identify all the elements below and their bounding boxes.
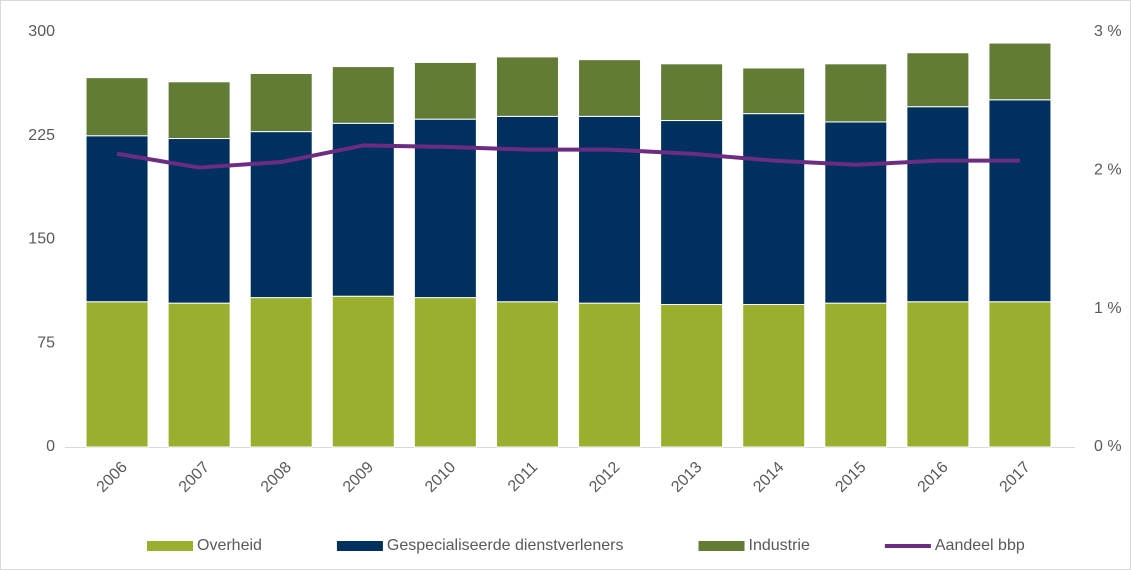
- y-tick-label: 75: [37, 334, 55, 351]
- bar: [906, 52, 970, 108]
- bar: [167, 81, 231, 140]
- bar: [988, 42, 1052, 101]
- bar: [660, 304, 724, 448]
- legend-label: Overheid: [197, 537, 262, 554]
- bar: [824, 121, 888, 304]
- legend-label: Aandeel bbp: [935, 537, 1025, 554]
- legend-label: Gespecialiseerde dienstverleners: [387, 537, 624, 554]
- y2-tick-label: 0 %: [1094, 438, 1122, 455]
- y-tick-label: 150: [28, 231, 55, 248]
- bar: [495, 301, 559, 448]
- bar: [742, 67, 806, 115]
- y2-tick-label: 3 %: [1094, 23, 1122, 40]
- bar: [495, 56, 559, 117]
- bar: [578, 59, 642, 117]
- bar: [85, 77, 149, 137]
- bar: [249, 297, 313, 448]
- bar: [906, 106, 970, 303]
- y2-tick-label: 2 %: [1094, 162, 1122, 179]
- legend-label: Industrie: [749, 537, 810, 554]
- bar: [824, 302, 888, 448]
- y-tick-label: 225: [28, 127, 55, 144]
- bar: [167, 302, 231, 448]
- bar: [331, 122, 395, 297]
- bar: [988, 99, 1052, 303]
- legend-swatch: [698, 541, 745, 551]
- bar: [578, 302, 642, 448]
- legend-swatch: [336, 541, 383, 551]
- bar: [413, 297, 477, 448]
- bar: [660, 120, 724, 306]
- bar: [988, 301, 1052, 448]
- line: [116, 143, 1020, 170]
- y-tick-label: 300: [28, 23, 55, 40]
- bar: [331, 295, 395, 448]
- bar: [331, 66, 395, 124]
- bar: [413, 61, 477, 120]
- bar: [495, 115, 559, 303]
- legend-swatch: [147, 541, 193, 551]
- bar: [85, 301, 149, 448]
- bar: [824, 63, 888, 123]
- bar: [906, 301, 970, 448]
- bar: [742, 304, 806, 448]
- bar: [578, 115, 642, 304]
- y2-tick-label: 1 %: [1094, 300, 1122, 317]
- y-tick-label: 0: [46, 438, 55, 455]
- bar: [249, 73, 313, 133]
- bar: [660, 63, 724, 122]
- bar: [85, 135, 149, 303]
- bar: [742, 113, 806, 306]
